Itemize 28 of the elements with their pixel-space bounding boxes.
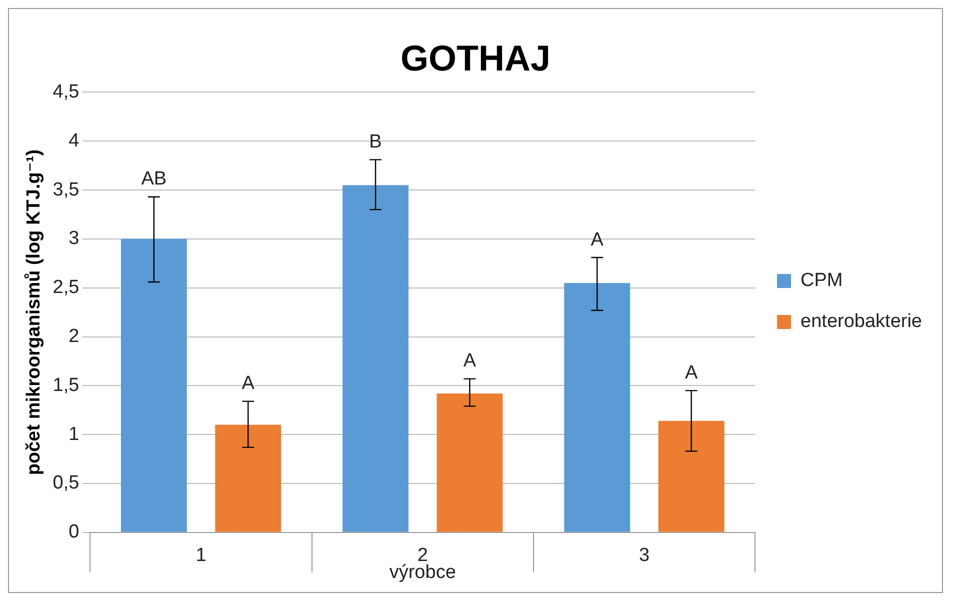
y-axis-title: počet mikroorganismů (log KTJ.g⁻¹) [24,149,45,476]
y-tick-label: 2,5 [52,277,80,298]
y-tick-label: 1,5 [52,374,80,396]
data-label: A [590,229,604,250]
data-label: A [463,350,476,372]
y-tick-label: 0 [68,522,80,543]
legend-label: enterobakterie [800,311,922,332]
bar [342,185,408,532]
bar [215,424,282,532]
bar [436,393,503,532]
y-tick-label: 3,5 [52,179,80,200]
x-tick-label: 1 [196,545,206,566]
y-tick-label: 4,5 [52,81,80,102]
data-label: A [242,373,255,394]
bar [658,420,724,532]
data-label: B [369,131,382,152]
chart-title: GOTHAJ [400,38,551,79]
y-tick-label: 2 [68,326,80,347]
bar [120,238,187,532]
legend-label: CPM [800,270,843,292]
bar [564,282,630,532]
y-tick-label: 0,5 [52,472,80,494]
x-tick-label: 3 [638,545,650,566]
y-tick-label: 3 [68,228,80,250]
y-tick-label: 1 [68,424,80,445]
data-label: A [684,362,698,384]
y-tick-label: 4 [68,130,80,152]
data-label: AB [141,168,167,190]
